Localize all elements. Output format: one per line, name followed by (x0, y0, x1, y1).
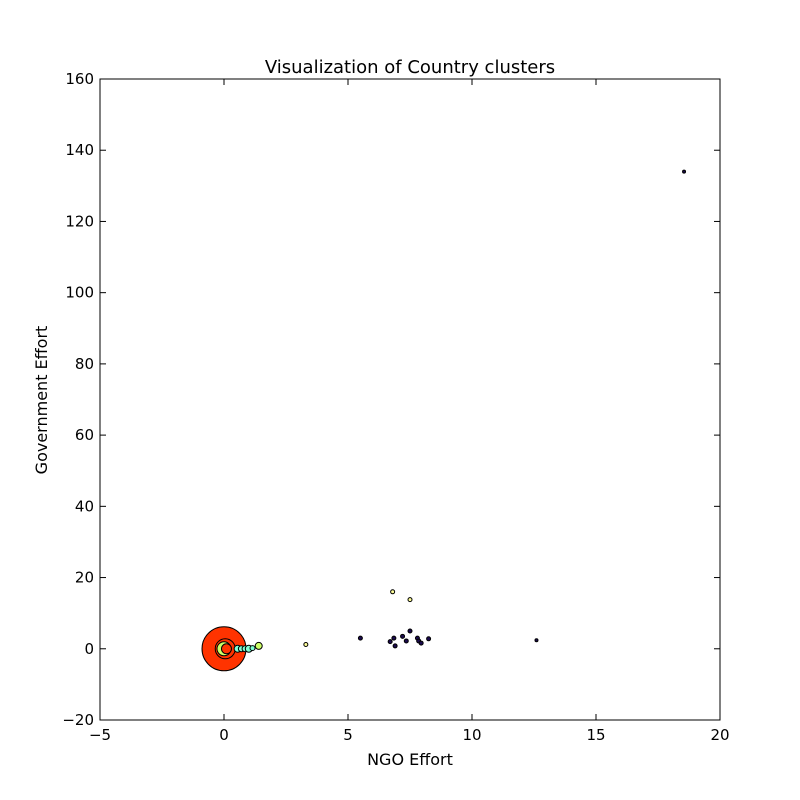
x-axis-label: NGO Effort (367, 750, 453, 769)
y-axis-ticks: −20 0 20 40 60 80 100 120 140 160 (62, 70, 720, 729)
scatter-point (407, 628, 413, 634)
x-tick: −5 (89, 79, 111, 744)
y-tick: 160 (65, 70, 720, 88)
y-tick-label: 0 (84, 640, 94, 658)
scatter-point (392, 643, 398, 649)
scatter-point (418, 640, 424, 646)
x-tick: 15 (586, 79, 606, 744)
y-tick: 100 (65, 284, 720, 302)
scatter-point (303, 642, 309, 648)
scatter-point (254, 641, 263, 650)
y-tick-label: 80 (75, 355, 94, 373)
y-axis-label: Government Effort (32, 326, 51, 475)
y-tick: −20 (62, 711, 720, 729)
y-tick-label: 160 (65, 70, 94, 88)
x-tick: 5 (343, 79, 353, 744)
plot-frame (99, 78, 721, 721)
y-tick-label: 120 (65, 212, 94, 230)
scatter-point (357, 635, 363, 641)
scatter-point (249, 645, 256, 652)
x-tick-label: 10 (462, 726, 481, 744)
scatter-point (403, 638, 409, 644)
x-tick-label: 0 (219, 726, 229, 744)
y-tick: 80 (75, 355, 720, 373)
scatter-point (390, 589, 396, 595)
x-tick-label: 15 (586, 726, 605, 744)
scatter-point (407, 597, 413, 603)
y-tick-label: −20 (62, 711, 94, 729)
scatter-point (682, 169, 687, 174)
x-tick-label: −5 (89, 726, 111, 744)
y-tick: 60 (75, 426, 720, 444)
y-tick-label: 60 (75, 426, 94, 444)
x-axis-ticks: −5 0 5 10 15 20 (89, 79, 730, 744)
y-tick-label: 40 (75, 497, 94, 515)
x-tick: 10 (462, 79, 482, 744)
x-tick-label: 20 (710, 726, 729, 744)
y-tick: 140 (65, 141, 720, 159)
y-tick-label: 100 (65, 284, 94, 302)
x-tick: 20 (710, 79, 730, 744)
x-tick: 0 (219, 79, 229, 744)
y-tick-label: 140 (65, 141, 94, 159)
scatter-point (220, 643, 232, 655)
scatter-point (426, 636, 432, 642)
y-tick: 120 (65, 212, 720, 230)
scatter-point (391, 635, 397, 641)
y-tick: 20 (75, 569, 720, 587)
scatter-point (400, 633, 406, 639)
y-tick-label: 20 (75, 569, 94, 587)
y-tick: 0 (84, 640, 720, 658)
chart-title: Visualization of Country clusters (265, 57, 555, 78)
x-tick-label: 5 (343, 726, 353, 744)
scatter-point (534, 638, 539, 643)
scatter-point (387, 639, 393, 645)
data-points (201, 169, 687, 672)
y-tick: 40 (75, 497, 720, 515)
